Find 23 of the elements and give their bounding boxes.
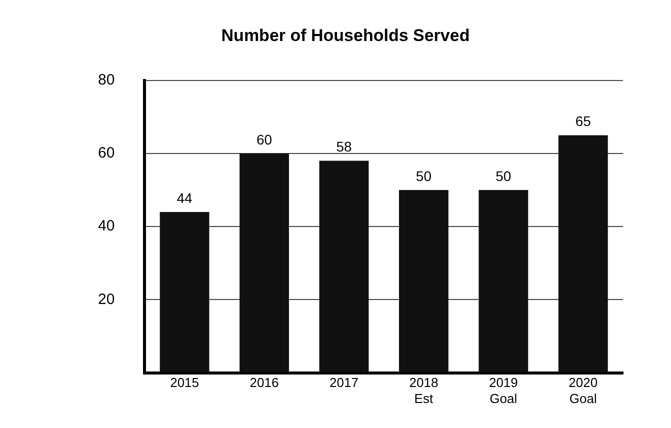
x-tick-label: 2020 Goal [568, 375, 598, 406]
data-label: 65 [575, 113, 592, 130]
y-tick-label: 60 [98, 144, 115, 162]
chart-title: Number of Households Served [221, 26, 470, 45]
x-tick-label: 2016 [250, 375, 279, 390]
bar [240, 154, 289, 372]
data-label: 60 [256, 131, 272, 148]
x-tick-label: 2019 Goal [488, 375, 518, 406]
data-label: 50 [496, 168, 512, 184]
y-tick-label: 20 [98, 290, 115, 308]
x-tick-label: 2017 [330, 375, 358, 390]
y-tick-label: 80 [98, 72, 115, 89]
bar [478, 190, 528, 372]
data-label: 58 [336, 138, 352, 155]
bar [398, 190, 448, 372]
data-label: 44 [176, 190, 193, 206]
bar [319, 160, 369, 372]
data-label: 50 [416, 168, 432, 184]
x-tick-label: 2018 Est [409, 375, 438, 406]
x-tick-label: 2015 [170, 375, 200, 390]
bar [160, 212, 210, 372]
y-tick-label: 40 [98, 218, 115, 235]
bar [558, 135, 608, 372]
